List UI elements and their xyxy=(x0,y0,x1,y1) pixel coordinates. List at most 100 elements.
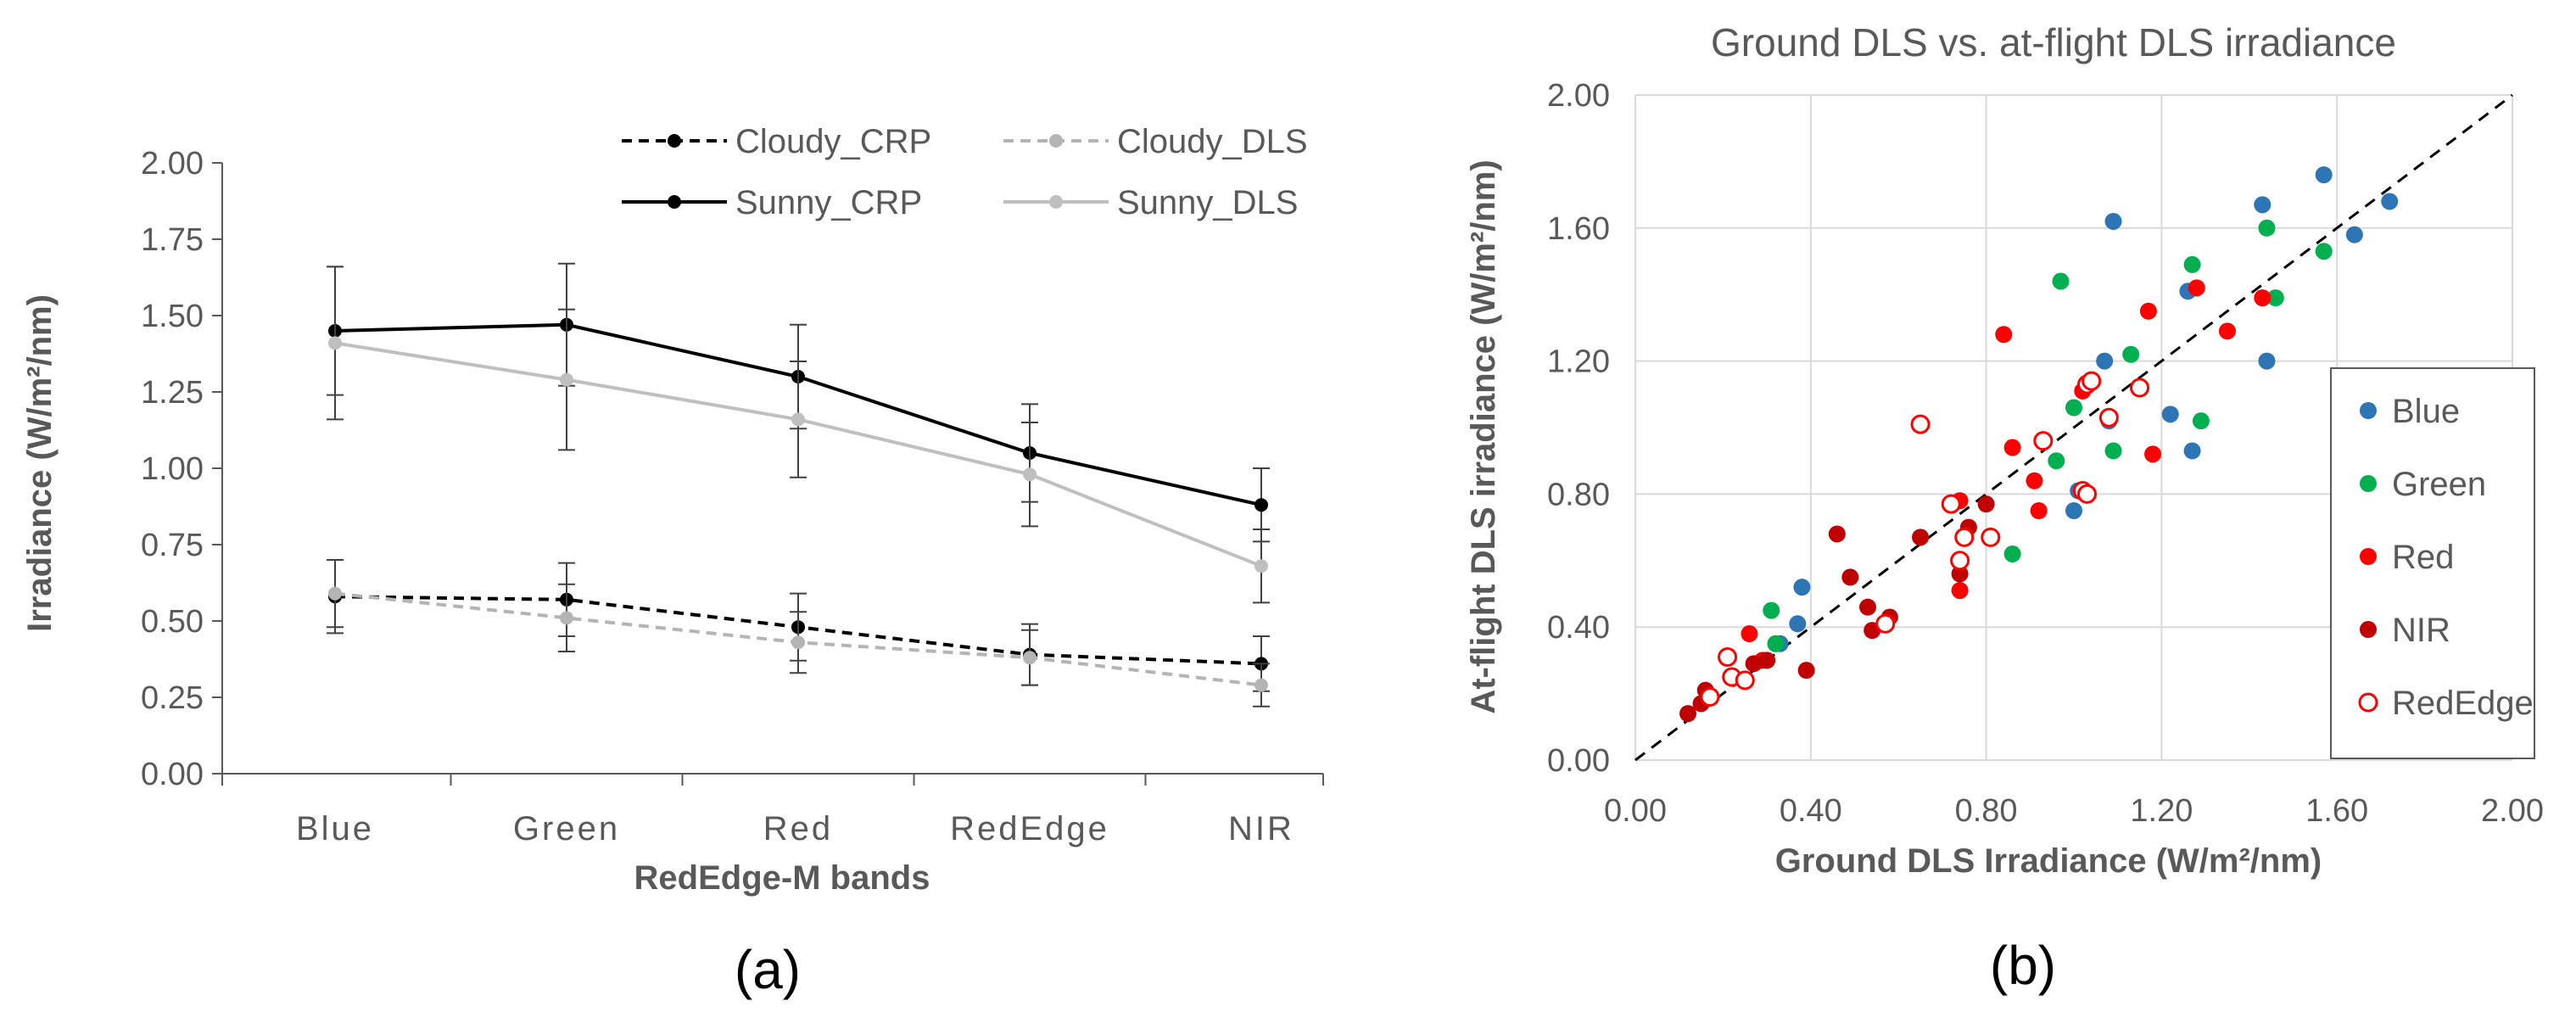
a-data-point xyxy=(1023,467,1037,482)
b-legend: Blue Green Red NIR RedEdge xyxy=(2358,393,2534,722)
b-point-nir xyxy=(1859,598,1877,616)
b-series-rededge xyxy=(1700,371,2150,708)
b-y-tick-label: 0.40 xyxy=(1547,610,1610,646)
b-point-blue xyxy=(2345,226,2363,243)
b-point-red xyxy=(2254,289,2271,307)
a-data-point xyxy=(560,611,573,625)
b-point-blue xyxy=(2183,442,2201,460)
b-legend-marker xyxy=(2360,548,2377,565)
b-point-nir xyxy=(1758,652,1776,669)
b-point-green xyxy=(2065,399,2082,417)
b-point-rededge xyxy=(2098,407,2119,428)
b-point-rededge xyxy=(2130,378,2150,398)
b-point-green xyxy=(1767,635,1785,652)
b-point-rededge xyxy=(1735,670,1755,691)
b-point-rededge xyxy=(1910,414,1931,434)
b-point-green xyxy=(2052,272,2070,290)
panel-label-a: (a) xyxy=(735,939,801,1000)
b-point-nir xyxy=(1951,565,1969,583)
a-y-tick-label: 2.00 xyxy=(141,146,204,182)
a-legend-marker xyxy=(668,134,681,148)
a-y-ticks: 0.00 0.25 0.50 0.75 1.00 1.25 1.50 1.75 2.00 xyxy=(141,146,222,792)
a-series-sunny-dls xyxy=(327,266,1270,604)
a-y-tick-label: 0.75 xyxy=(141,528,204,563)
b-point-blue xyxy=(2065,502,2082,519)
b-point-rededge xyxy=(2077,484,2098,504)
a-data-point xyxy=(560,372,573,387)
a-x-tick-label: Red xyxy=(763,810,833,847)
b-point-red xyxy=(2218,322,2236,340)
a-data-point xyxy=(328,336,342,350)
a-legend-marker xyxy=(668,195,681,209)
b-point-rededge xyxy=(2081,371,2102,391)
b-point-rededge xyxy=(1718,646,1738,667)
b-series-nir xyxy=(1679,495,1995,723)
b-x-tick-label: 0.00 xyxy=(1604,793,1667,829)
b-point-rededge xyxy=(1700,687,1720,708)
b-series-blue xyxy=(1771,166,2399,652)
b-point-blue xyxy=(2254,196,2271,214)
b-point-green xyxy=(2192,412,2210,430)
a-data-point xyxy=(328,586,342,601)
a-data-point xyxy=(791,412,805,427)
b-point-green xyxy=(2183,255,2201,273)
b-point-red xyxy=(2139,302,2157,320)
b-y-tick-label: 0.00 xyxy=(1547,743,1610,779)
a-series-group xyxy=(327,262,1270,708)
a-y-tick-label: 1.75 xyxy=(141,222,204,258)
a-x-tick-label: NIR xyxy=(1228,810,1294,847)
a-y-tick-label: 1.00 xyxy=(141,451,204,487)
a-data-point xyxy=(791,635,805,650)
b-point-blue xyxy=(2315,166,2333,184)
b-point-blue xyxy=(2258,352,2276,370)
a-y-tick-label: 0.25 xyxy=(141,680,204,716)
b-point-green xyxy=(2122,345,2140,363)
b-legend-marker xyxy=(2358,692,2378,713)
b-point-rededge xyxy=(1941,494,1961,514)
b-point-green xyxy=(2258,219,2276,237)
b-point-green xyxy=(2315,243,2333,260)
a-x-ticks: Blue Green Red RedEdge NIR xyxy=(221,774,1324,847)
b-point-nir xyxy=(1977,495,1995,513)
b-legend-label: Red xyxy=(2392,539,2454,576)
b-point-rededge xyxy=(1954,527,1975,547)
a-legend-label: Sunny_DLS xyxy=(1117,184,1298,221)
b-y-axis-label: At-flight DLS irradiance (W/m²/nm) xyxy=(1465,159,1502,713)
a-x-tick-label: Green xyxy=(513,810,620,847)
b-point-blue xyxy=(1793,579,1811,596)
b-point-red xyxy=(2026,472,2043,489)
a-legend: Cloudy_CRP Cloudy_DLS Sunny_CRP Sunny_DLS xyxy=(622,123,1308,221)
b-x-tick-label: 1.20 xyxy=(2130,793,2193,829)
b-point-rededge xyxy=(1981,527,2001,547)
a-legend-marker xyxy=(1049,134,1063,148)
b-point-green xyxy=(1763,601,1780,619)
b-point-rededge xyxy=(1875,613,1896,634)
scatter-chart-b: Ground DLS vs. at-flight DLS irradiance … xyxy=(1465,20,2544,880)
b-point-rededge xyxy=(1950,551,1970,571)
a-data-point xyxy=(1254,559,1268,573)
b-series-green xyxy=(1763,219,2333,652)
b-point-blue xyxy=(2381,193,2399,210)
b-legend-label: NIR xyxy=(2392,612,2450,649)
b-point-green xyxy=(2104,442,2122,460)
b-series-red xyxy=(1741,279,2271,669)
b-point-red xyxy=(1951,582,1969,600)
a-x-axis-label: RedEdge-M bands xyxy=(634,859,930,897)
b-point-green xyxy=(2048,452,2065,470)
a-y-tick-label: 0.00 xyxy=(141,757,204,792)
b-point-red xyxy=(1741,625,1758,643)
b-chart-title: Ground DLS vs. at-flight DLS irradiance xyxy=(1711,20,2396,64)
a-legend-label: Cloudy_CRP xyxy=(735,123,931,160)
b-point-rededge xyxy=(2033,431,2054,451)
a-y-tick-label: 0.50 xyxy=(141,604,204,640)
b-point-nir xyxy=(1828,525,1846,543)
a-y-tick-label: 1.25 xyxy=(141,375,204,411)
b-point-blue xyxy=(2161,406,2179,423)
b-legend-marker xyxy=(2360,621,2377,638)
a-legend-label: Cloudy_DLS xyxy=(1117,123,1308,160)
b-y-tick-label: 1.60 xyxy=(1547,211,1610,247)
b-x-tick-label: 2.00 xyxy=(2481,793,2544,829)
a-legend-label: Sunny_CRP xyxy=(735,184,922,221)
b-ticks: 0.00 0.40 0.80 1.20 1.60 2.00 0.00 0.40 0.80 1.20… xyxy=(1547,78,2544,829)
